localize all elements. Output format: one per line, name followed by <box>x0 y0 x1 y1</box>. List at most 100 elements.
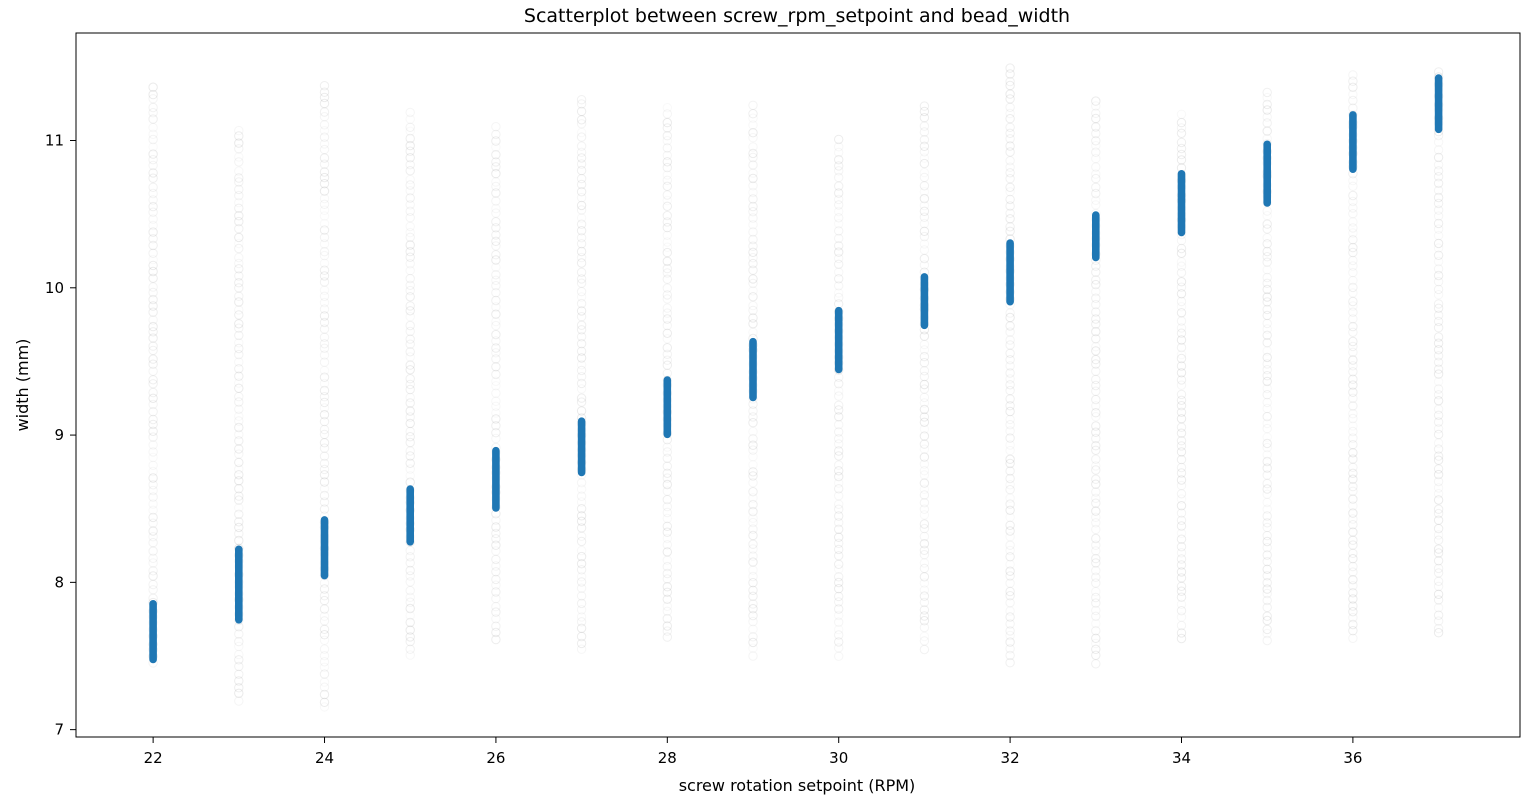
sparse-point <box>234 503 244 513</box>
sparse-point <box>834 532 844 542</box>
sparse-point <box>1262 297 1272 307</box>
sparse-point <box>1348 413 1358 424</box>
sparse-point <box>405 446 415 456</box>
sparse-point <box>1348 421 1358 431</box>
sparse-point <box>234 283 244 293</box>
sparse-point <box>405 326 415 337</box>
x-tick-label: 22 <box>144 749 163 767</box>
sparse-point <box>1262 602 1272 613</box>
sparse-point <box>834 466 844 476</box>
sparse-point <box>1262 571 1272 581</box>
sparse-point <box>234 173 244 183</box>
sparse-point <box>1262 504 1272 514</box>
sparse-point <box>1091 108 1101 119</box>
sparse-point <box>1348 633 1358 643</box>
sparse-point <box>1348 393 1358 403</box>
sparse-point <box>576 278 587 288</box>
sparse-point <box>1348 440 1358 450</box>
sparse-point <box>576 258 587 268</box>
sparse-point <box>662 453 672 463</box>
sparse-point <box>405 221 415 232</box>
sparse-point <box>1433 178 1444 189</box>
sparse-point <box>1005 102 1015 113</box>
sparse-point <box>1091 326 1101 337</box>
sparse-point <box>1091 299 1101 310</box>
sparse-point <box>919 135 930 145</box>
sparse-point <box>491 208 501 218</box>
sparse-point <box>491 203 501 214</box>
sparse-point <box>1262 463 1272 473</box>
sparse-point <box>1348 190 1358 201</box>
sparse-point <box>662 555 672 565</box>
sparse-point <box>1348 607 1358 617</box>
sparse-point <box>148 419 158 430</box>
sparse-point <box>1433 198 1444 209</box>
sparse-point <box>576 393 587 403</box>
sparse-point <box>1091 421 1101 431</box>
sparse-point <box>1091 386 1101 396</box>
sparse-point <box>1433 310 1444 320</box>
sparse-point <box>662 613 672 624</box>
sparse-point <box>234 457 244 468</box>
sparse-point <box>1348 374 1358 384</box>
sparse-point <box>834 617 844 627</box>
sparse-point <box>1005 361 1015 371</box>
sparse-point <box>148 315 158 325</box>
sparse-point <box>748 632 758 642</box>
dense-cluster <box>1177 170 1186 237</box>
sparse-point <box>1433 396 1444 406</box>
sparse-point <box>1433 548 1444 558</box>
sparse-point <box>319 239 330 249</box>
sparse-point <box>748 234 758 245</box>
sparse-point <box>1348 601 1358 611</box>
sparse-point <box>1091 169 1101 179</box>
sparse-point <box>1262 438 1272 449</box>
sparse-point <box>834 267 844 277</box>
sparse-point <box>919 531 930 542</box>
sparse-point <box>319 378 330 389</box>
sparse-point <box>1176 268 1187 278</box>
sparse-point <box>919 563 930 574</box>
sparse-point <box>405 650 415 660</box>
sparse-point <box>662 561 672 572</box>
sparse-point <box>834 281 844 291</box>
sparse-point <box>1262 278 1272 288</box>
sparse-point <box>405 320 415 331</box>
sparse-point <box>148 129 158 140</box>
sparse-point <box>662 527 672 537</box>
sparse-point <box>1433 277 1444 287</box>
sparse-point <box>491 634 501 645</box>
sparse-point <box>1176 441 1187 451</box>
sparse-point <box>1433 270 1444 281</box>
sparse-point <box>1348 520 1358 530</box>
sparse-point <box>1176 243 1187 254</box>
sparse-point <box>1348 581 1358 591</box>
sparse-point <box>919 398 930 408</box>
sparse-point <box>662 479 672 490</box>
sparse-point <box>662 521 672 531</box>
sparse-point <box>1433 160 1444 170</box>
sparse-point <box>576 320 587 330</box>
sparse-point <box>919 523 930 534</box>
sparse-point <box>491 621 501 631</box>
sparse-point <box>662 334 672 344</box>
sparse-point <box>1091 401 1101 411</box>
sparse-point <box>1348 89 1358 100</box>
sparse-point <box>234 319 244 329</box>
sparse-point <box>1433 455 1444 465</box>
sparse-point <box>576 106 587 117</box>
sparse-point <box>148 89 158 100</box>
sparse-point <box>319 644 330 654</box>
sparse-point <box>491 142 501 153</box>
sparse-point <box>234 636 244 647</box>
sparse-point <box>1433 205 1444 215</box>
sparse-point <box>405 379 415 390</box>
sparse-point <box>148 220 158 231</box>
sparse-point <box>491 627 501 638</box>
sparse-point <box>405 352 415 362</box>
sparse-point <box>1005 586 1015 597</box>
sparse-point <box>834 524 844 534</box>
sparse-point <box>576 612 587 622</box>
sparse-point <box>576 545 587 556</box>
sparse-point <box>1176 380 1187 390</box>
